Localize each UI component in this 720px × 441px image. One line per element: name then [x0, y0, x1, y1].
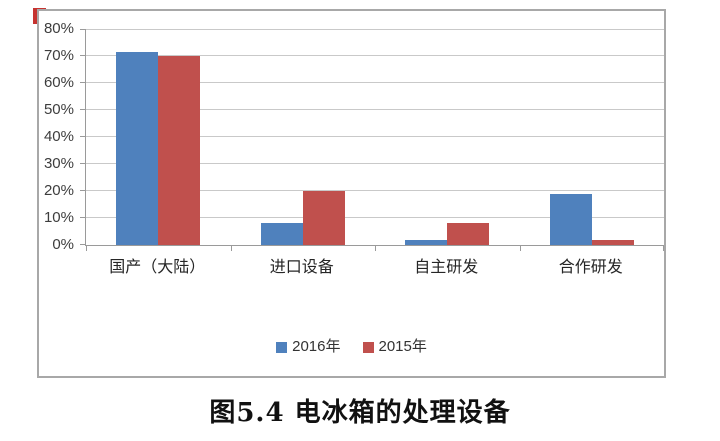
x-axis-tick	[86, 245, 87, 251]
chart-legend: 2016年 2015年	[37, 339, 666, 355]
x-axis-category-label: 进口设备	[269, 259, 334, 276]
gridline	[86, 190, 664, 191]
y-axis-tick-label: 0%	[52, 236, 74, 253]
gridline	[86, 82, 664, 83]
bar-series2-cat3	[447, 223, 490, 245]
gridline	[86, 29, 664, 30]
gridline	[86, 109, 664, 110]
x-axis-category-label: 自主研发	[414, 259, 479, 276]
y-axis-tick-label: 30%	[43, 155, 74, 172]
bar-series1-cat3	[405, 239, 448, 245]
x-axis-tick	[519, 245, 521, 251]
y-axis-tick-label: 70%	[43, 47, 74, 64]
legend-item-series1: 2016年	[276, 338, 341, 355]
gridline	[86, 217, 664, 218]
bar-series1-cat1	[116, 51, 159, 245]
legend-item-series2: 2015年	[362, 338, 427, 355]
bar-series1-cat2	[260, 223, 303, 245]
legend-swatch-icon	[362, 341, 374, 353]
y-axis-tick-label: 20%	[43, 182, 74, 199]
y-axis-tick	[80, 244, 86, 245]
gridline	[86, 163, 664, 164]
bar-series1-cat4	[549, 193, 592, 245]
x-axis-tick	[375, 245, 376, 251]
y-axis-tick	[80, 217, 86, 218]
y-axis-tick	[80, 190, 86, 191]
y-axis-tick-label: 40%	[43, 128, 74, 145]
bar-series2-cat1	[158, 56, 201, 245]
legend-swatch-icon	[276, 341, 288, 353]
y-axis-tick	[80, 55, 86, 56]
x-axis-labels: 国产（大陆） 进口设备 自主研发 合作研发	[85, 257, 663, 281]
y-axis-tick-label: 60%	[43, 74, 74, 91]
x-axis-tick	[663, 245, 664, 251]
y-axis-tick	[80, 109, 86, 110]
x-axis-category-label: 国产（大陆）	[109, 259, 206, 276]
y-axis-tick-label: 50%	[43, 101, 74, 118]
x-axis-tick	[230, 245, 232, 251]
y-axis-tick	[80, 29, 86, 30]
y-axis-tick	[80, 136, 86, 137]
gridline	[86, 55, 664, 56]
y-axis-tick-label: 10%	[43, 209, 74, 226]
y-axis-labels: 0% 10% 20% 30% 40% 50% 60% 70% 80%	[0, 20, 78, 253]
bar-chart-plot	[80, 29, 664, 251]
x-axis-category-label: 合作研发	[558, 259, 623, 276]
legend-label: 2015年	[378, 338, 427, 355]
gridline	[86, 136, 664, 137]
y-axis-tick	[80, 163, 86, 164]
figure-caption: 图5.4 电冰箱的处理设备	[209, 398, 511, 428]
y-axis-tick-label: 80%	[43, 20, 74, 37]
bar-series2-cat4	[591, 239, 634, 245]
bar-series2-cat2	[302, 191, 345, 245]
y-axis-tick	[80, 82, 86, 83]
legend-label: 2016年	[292, 338, 341, 355]
